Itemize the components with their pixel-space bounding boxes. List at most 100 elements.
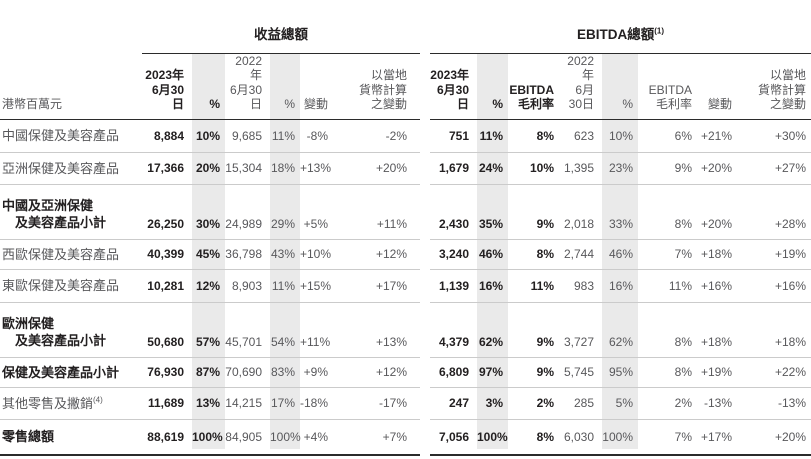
cell-value: 10% (192, 119, 225, 153)
cell-value: 8% (508, 119, 562, 153)
ebitda-section-title: EBITDA總額(1) (430, 0, 811, 54)
cell-value: +15% (300, 269, 336, 303)
cell-value: 9% (638, 152, 700, 185)
row-label: 中國及亞洲保健 及美容產品小計 (0, 184, 142, 240)
cell-value: +13% (300, 152, 336, 185)
cell-value: 20% (192, 152, 225, 185)
cell-value: +17% (336, 269, 420, 303)
cell-value: 2,430 (430, 184, 477, 240)
cell-value: +19% (740, 239, 811, 270)
cell-value: 5,745 (562, 357, 602, 388)
cell-value: 7% (638, 239, 700, 270)
cell-value: 24% (477, 152, 508, 185)
cell-value: 3% (477, 387, 508, 420)
column-header: 變動 (300, 53, 336, 120)
cell-value: 11% (477, 119, 508, 153)
cell-value: +30% (740, 119, 811, 153)
cell-value: 97% (477, 357, 508, 388)
unit-label: 港幣百萬元 (0, 53, 142, 120)
table-row: 247 3% 2% 285 5% 2% -13% -13% (430, 387, 811, 420)
table-row: 1,139 16% 11% 983 16% 11% +16% +16% (430, 269, 811, 303)
cell-value: +22% (740, 357, 811, 388)
column-header: 變動 (700, 53, 740, 120)
cell-value: 6,809 (430, 357, 477, 388)
cell-value: 751 (430, 119, 477, 153)
cell-value: 6% (638, 119, 700, 153)
cell-value: 57% (192, 302, 225, 358)
cell-value: 11,689 (142, 387, 192, 420)
cell-value: +9% (300, 357, 336, 388)
row-label-text: 其他零售及撇銷 (2, 395, 94, 411)
cell-value: 7,056 (430, 419, 477, 456)
row-label: 西歐保健及美容產品 (0, 239, 142, 270)
table-row: 2,430 35% 9% 2,018 33% 8% +20% +28% (430, 184, 811, 240)
column-header: 2023年 6月30日 (430, 53, 477, 120)
cell-value: +7% (336, 419, 420, 456)
row-label: 東歐保健及美容產品 (0, 269, 142, 303)
cell-value: 100% (477, 419, 508, 456)
row-label: 保健及美容產品小計 (0, 357, 142, 388)
cell-value: +21% (700, 119, 740, 153)
footnote-marker: (1) (654, 26, 665, 35)
cell-value: 29% (270, 184, 300, 240)
revenue-section-title: 收益總額 (142, 0, 420, 54)
cell-value: 10% (508, 152, 562, 185)
column-header: 以當地 貨幣計算 之變動 (740, 53, 811, 120)
table-row: 3,240 46% 8% 2,744 46% 7% +18% +19% (430, 239, 811, 270)
cell-value: 9% (508, 357, 562, 388)
cell-value: 50,680 (142, 302, 192, 358)
table-row: 歐洲保健 及美容產品小計 50,680 57% 45,701 54% +11% … (0, 302, 420, 358)
cell-value: -13% (740, 387, 811, 420)
cell-value: 95% (602, 357, 638, 388)
column-header: 2022年 6月30日 (225, 53, 270, 120)
revenue-title-text: 收益總額 (254, 26, 308, 42)
cell-value: 17% (270, 387, 300, 420)
cell-value: 285 (562, 387, 602, 420)
column-header: 2023年 6月30日 (142, 53, 192, 120)
column-header-row: 港幣百萬元 2023年 6月30日 % 2022年 6月30日 % 變動 以當地… (0, 53, 420, 120)
column-header: % (477, 53, 508, 120)
cell-value: 84,905 (225, 419, 270, 456)
cell-value: 43% (270, 239, 300, 270)
cell-value: 9,685 (225, 119, 270, 153)
cell-value: 26,250 (142, 184, 192, 240)
cell-value: 2,744 (562, 239, 602, 270)
table-row: 中國及亞洲保健 及美容產品小計 26,250 30% 24,989 29% +5… (0, 184, 420, 240)
cell-value: 17,366 (142, 152, 192, 185)
cell-value: 24,989 (225, 184, 270, 240)
column-header: 以當地 貨幣計算 之變動 (336, 53, 420, 120)
cell-value: 23% (602, 152, 638, 185)
cell-value: +18% (740, 302, 811, 358)
cell-value: -13% (700, 387, 740, 420)
cell-value: +20% (700, 184, 740, 240)
cell-value: 983 (562, 269, 602, 303)
cell-value: 83% (270, 357, 300, 388)
section-title-row: 收益總額 (0, 0, 420, 54)
cell-value: +16% (740, 269, 811, 303)
cell-value: 5% (602, 387, 638, 420)
cell-value: +4% (300, 419, 336, 456)
cell-value: 100% (270, 419, 301, 456)
cell-value: 46% (477, 239, 508, 270)
cell-value: 16% (602, 269, 638, 303)
cell-value: 54% (270, 302, 300, 358)
cell-value: 11% (270, 269, 300, 303)
section-title-row: EBITDA總額(1) (430, 0, 811, 54)
cell-value: 45,701 (225, 302, 270, 358)
cell-value: 13% (192, 387, 225, 420)
cell-value: 16% (477, 269, 508, 303)
cell-value: +16% (700, 269, 740, 303)
cell-value: +11% (336, 184, 420, 240)
cell-value: 8% (638, 357, 700, 388)
cell-value: 33% (602, 184, 638, 240)
cell-value: 100% (602, 419, 638, 456)
cell-value: +20% (336, 152, 420, 185)
cell-value: +17% (700, 419, 740, 456)
cell-value: 1,139 (430, 269, 477, 303)
cell-value: 8,903 (225, 269, 270, 303)
cell-value: 46% (602, 239, 638, 270)
column-header: EBITDA 毛利率 (508, 53, 562, 120)
table-row: 亞洲保健及美容產品 17,366 20% 15,304 18% +13% +20… (0, 152, 420, 185)
cell-value: 1,679 (430, 152, 477, 185)
cell-value: +19% (700, 357, 740, 388)
